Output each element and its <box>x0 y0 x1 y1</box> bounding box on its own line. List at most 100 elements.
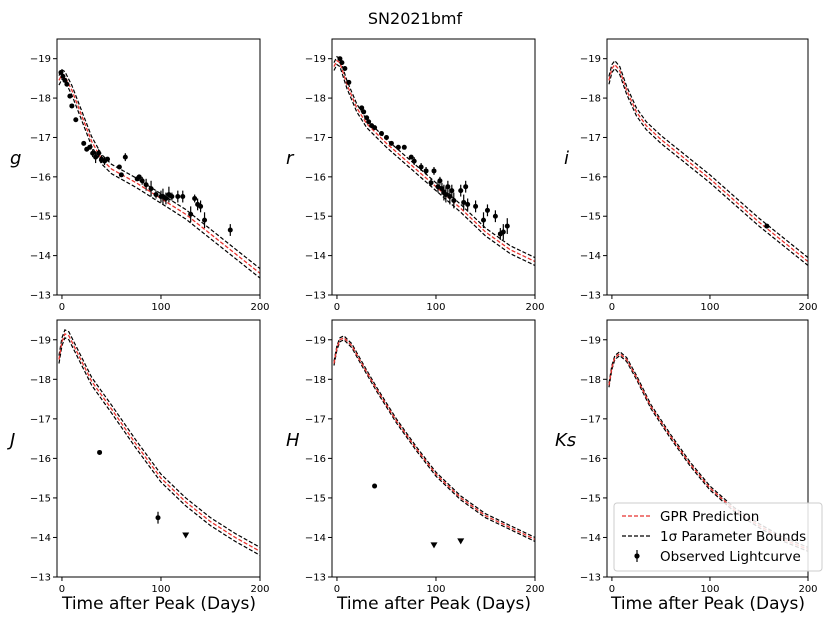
ytick-label-Ks-0: −19 <box>580 335 601 346</box>
observation-g-12 <box>96 150 102 156</box>
observation-r-18 <box>423 168 429 174</box>
observation-g-24 <box>153 192 159 198</box>
observation-r-11 <box>383 134 389 140</box>
axes-frame-Ks <box>606 319 809 578</box>
observation-r-32 <box>463 184 469 190</box>
observation-r-7 <box>366 119 372 125</box>
axes-frame-i <box>606 38 809 296</box>
observation-i-0 <box>764 223 770 229</box>
ytick-label-i-6: −13 <box>580 291 601 302</box>
observation-r-40 <box>504 223 510 229</box>
observation-g-3 <box>64 81 70 87</box>
observation-r-34 <box>473 203 479 209</box>
observation-r-30 <box>458 188 464 194</box>
ytick-label-H-2: −17 <box>305 414 326 425</box>
ytick-label-H-1: −18 <box>305 375 326 386</box>
observation-g-15 <box>105 156 111 162</box>
ytick-label-i-2: −17 <box>580 133 601 144</box>
observation-g-17 <box>118 172 124 178</box>
ytick-label-J-1: −18 <box>30 375 51 386</box>
upper-limit-H-1 <box>457 538 465 545</box>
figure-title: SN2021bmf <box>368 9 463 28</box>
observation-g-36 <box>202 217 208 223</box>
observation-r-20 <box>431 168 437 174</box>
xtick-label-Ks-2: 200 <box>798 584 817 595</box>
axes-frame-g <box>56 38 261 296</box>
observation-r-5 <box>361 109 367 115</box>
panel-g: g −19 −18 −17 −16 −15 −14 −13 0 100 200 <box>10 38 270 313</box>
xtick-label-H-1: 100 <box>426 584 445 595</box>
observation-r-6 <box>364 115 370 121</box>
observation-g-4 <box>67 93 73 99</box>
ytick-label-r-0: −19 <box>305 54 326 65</box>
ytick-label-i-4: −15 <box>580 212 601 223</box>
xtick-label-r-1: 100 <box>426 302 445 313</box>
observation-r-36 <box>484 207 490 213</box>
ytick-label-i-3: −16 <box>580 172 601 183</box>
panel-r: r −19 −18 −17 −16 −15 −14 −13 0 100 200 <box>286 38 545 313</box>
xtick-label-g-2: 200 <box>250 302 269 313</box>
bound-upper-H <box>333 335 535 539</box>
panel-J: J −19 −18 −17 −16 −15 −14 −13 0 100 200 <box>7 319 270 595</box>
observation-g-9 <box>87 144 93 150</box>
ytick-label-J-6: −13 <box>30 573 51 584</box>
observation-H-0 <box>372 483 378 489</box>
ytick-label-H-3: −16 <box>305 454 326 465</box>
xtick-label-Ks-0: 0 <box>609 584 615 595</box>
ytick-label-J-3: −16 <box>30 454 51 465</box>
xtick-label-i-1: 100 <box>700 302 719 313</box>
ytick-label-g-6: −13 <box>30 291 51 302</box>
xtick-label-Ks-1: 100 <box>700 584 719 595</box>
ytick-label-Ks-2: −17 <box>580 414 601 425</box>
observation-r-1 <box>339 60 345 66</box>
observation-r-28 <box>449 188 455 194</box>
xtick-label-r-2: 200 <box>525 302 544 313</box>
bound-upper-g <box>58 68 260 270</box>
bound-lower-g <box>58 78 260 279</box>
ytick-label-H-4: −15 <box>305 493 326 504</box>
ytick-label-r-3: −16 <box>305 172 326 183</box>
ytick-label-Ks-5: −14 <box>580 533 601 544</box>
observation-g-23 <box>148 186 154 192</box>
ytick-label-J-5: −14 <box>30 533 51 544</box>
ytick-label-g-0: −19 <box>30 54 51 65</box>
upper-limit-J-0 <box>182 532 190 539</box>
ytick-label-i-5: −14 <box>580 251 601 262</box>
bound-lower-i <box>608 67 808 266</box>
observation-r-35 <box>481 217 487 223</box>
observation-g-32 <box>188 211 194 217</box>
observation-g-29 <box>169 194 175 200</box>
observation-r-29 <box>451 197 457 203</box>
gpr-prediction-H <box>333 336 535 541</box>
ytick-label-r-5: −14 <box>305 251 326 262</box>
panel-H: H −19 −18 −17 −16 −15 −14 −13 0 100 200 <box>286 319 545 595</box>
observation-r-12 <box>388 140 394 146</box>
legend-observed-marker <box>634 553 640 559</box>
ytick-label-Ks-3: −16 <box>580 454 601 465</box>
x-axis-label-1: Time after Peak (Days) <box>61 594 256 614</box>
axes-frame-r <box>331 38 536 296</box>
xtick-label-J-0: 0 <box>59 584 65 595</box>
observation-g-11 <box>93 154 99 160</box>
observation-r-27 <box>447 194 453 200</box>
plot-area-g <box>58 68 260 279</box>
x-axis-label-2: Time after Peak (Days) <box>336 594 531 614</box>
ytick-label-H-5: −14 <box>305 533 326 544</box>
observation-g-37 <box>227 227 233 233</box>
observation-g-7 <box>81 140 87 146</box>
observation-r-13 <box>395 144 401 150</box>
band-label-r: r <box>286 148 295 169</box>
band-label-Ks: Ks <box>555 430 576 451</box>
ytick-label-Ks-4: −15 <box>580 493 601 504</box>
observation-g-10 <box>90 150 96 156</box>
observation-g-27 <box>163 196 169 202</box>
ytick-label-r-4: −15 <box>305 212 326 223</box>
observation-r-15 <box>408 154 414 160</box>
xtick-label-g-0: 0 <box>59 302 65 313</box>
observation-g-33 <box>192 196 198 202</box>
upper-limit-H-0 <box>430 542 438 549</box>
ytick-label-J-0: −19 <box>30 335 51 346</box>
ytick-label-i-1: −18 <box>580 94 601 105</box>
observation-g-31 <box>180 194 186 200</box>
